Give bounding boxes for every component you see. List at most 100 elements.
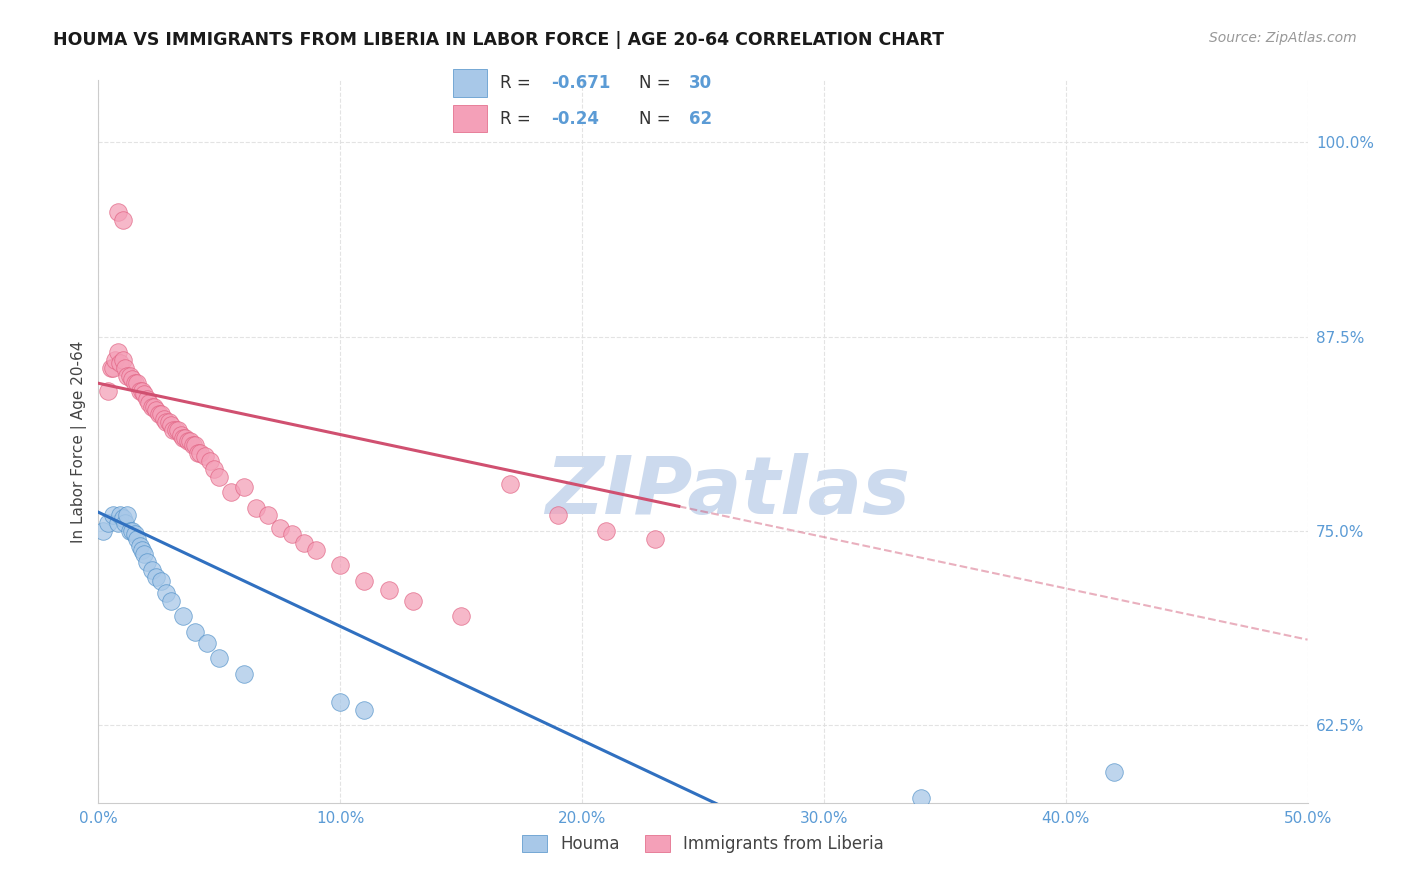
Point: [179, 434, 201, 448]
Point: [232, 666, 254, 681]
Point: [1102, 764, 1125, 779]
Point: [269, 521, 291, 535]
Point: [169, 427, 191, 442]
Point: [377, 582, 399, 597]
Point: [127, 376, 149, 391]
Point: [157, 415, 180, 429]
Text: -0.671: -0.671: [551, 74, 610, 92]
Text: ZIPatlas: ZIPatlas: [544, 453, 910, 531]
Point: [141, 563, 163, 577]
Point: [91, 524, 114, 538]
Text: R =: R =: [501, 74, 536, 92]
Point: [114, 516, 136, 530]
Point: [117, 508, 139, 523]
Point: [177, 434, 200, 448]
Point: [245, 500, 267, 515]
Point: [118, 524, 141, 538]
Point: [127, 532, 149, 546]
Point: [910, 791, 932, 805]
Point: [152, 412, 174, 426]
Point: [128, 384, 150, 398]
Point: [138, 396, 160, 410]
Point: [204, 461, 226, 475]
Point: [135, 392, 157, 406]
Point: [114, 360, 136, 375]
FancyBboxPatch shape: [453, 105, 486, 132]
Point: [221, 485, 243, 500]
Point: [141, 400, 163, 414]
Point: [97, 384, 120, 398]
Text: N =: N =: [638, 110, 675, 128]
FancyBboxPatch shape: [453, 70, 486, 96]
Point: [644, 532, 666, 546]
Point: [162, 423, 184, 437]
Point: [167, 423, 190, 437]
Point: [165, 423, 187, 437]
Point: [187, 446, 209, 460]
Point: [101, 360, 124, 375]
Point: [107, 345, 129, 359]
Point: [174, 431, 197, 445]
Point: [329, 695, 352, 709]
Point: [188, 446, 211, 460]
Point: [150, 574, 173, 588]
Point: [256, 508, 278, 523]
Point: [450, 609, 472, 624]
Point: [402, 594, 425, 608]
Point: [108, 508, 131, 523]
Point: [595, 524, 617, 538]
Point: [172, 431, 194, 445]
Point: [124, 527, 146, 541]
Point: [353, 574, 375, 588]
Point: [150, 408, 173, 422]
Legend: Houma, Immigrants from Liberia: Houma, Immigrants from Liberia: [516, 828, 890, 860]
Point: [100, 360, 122, 375]
Point: [143, 400, 166, 414]
Point: [305, 542, 328, 557]
Point: [107, 205, 129, 219]
Point: [108, 356, 131, 370]
Point: [198, 454, 221, 468]
Point: [111, 213, 134, 227]
Point: [117, 368, 139, 383]
Point: [181, 438, 204, 452]
Point: [195, 636, 218, 650]
Point: [184, 438, 207, 452]
Point: [160, 418, 183, 433]
Point: [172, 609, 194, 624]
Text: R =: R =: [501, 110, 536, 128]
Point: [353, 702, 375, 716]
Point: [135, 555, 157, 569]
Point: [128, 540, 150, 554]
Point: [131, 542, 153, 557]
Point: [160, 594, 183, 608]
Point: [104, 353, 127, 368]
Text: 62: 62: [689, 110, 713, 128]
Point: [111, 511, 134, 525]
Text: HOUMA VS IMMIGRANTS FROM LIBERIA IN LABOR FORCE | AGE 20-64 CORRELATION CHART: HOUMA VS IMMIGRANTS FROM LIBERIA IN LABO…: [53, 31, 945, 49]
Point: [155, 586, 177, 600]
Point: [208, 651, 231, 665]
Point: [97, 516, 120, 530]
Point: [208, 469, 231, 483]
Point: [107, 516, 129, 530]
Point: [134, 387, 156, 401]
Point: [194, 450, 217, 464]
Point: [329, 558, 352, 572]
Text: -0.24: -0.24: [551, 110, 599, 128]
Point: [145, 570, 167, 584]
Text: 30: 30: [689, 74, 713, 92]
Point: [124, 376, 146, 391]
Point: [547, 508, 569, 523]
Point: [184, 624, 207, 639]
Point: [232, 480, 254, 494]
Point: [111, 353, 134, 368]
Point: [148, 408, 170, 422]
Point: [498, 477, 520, 491]
Text: Source: ZipAtlas.com: Source: ZipAtlas.com: [1209, 31, 1357, 45]
Point: [121, 524, 143, 538]
Point: [101, 508, 124, 523]
Point: [155, 415, 177, 429]
Point: [281, 527, 304, 541]
Point: [131, 384, 153, 398]
